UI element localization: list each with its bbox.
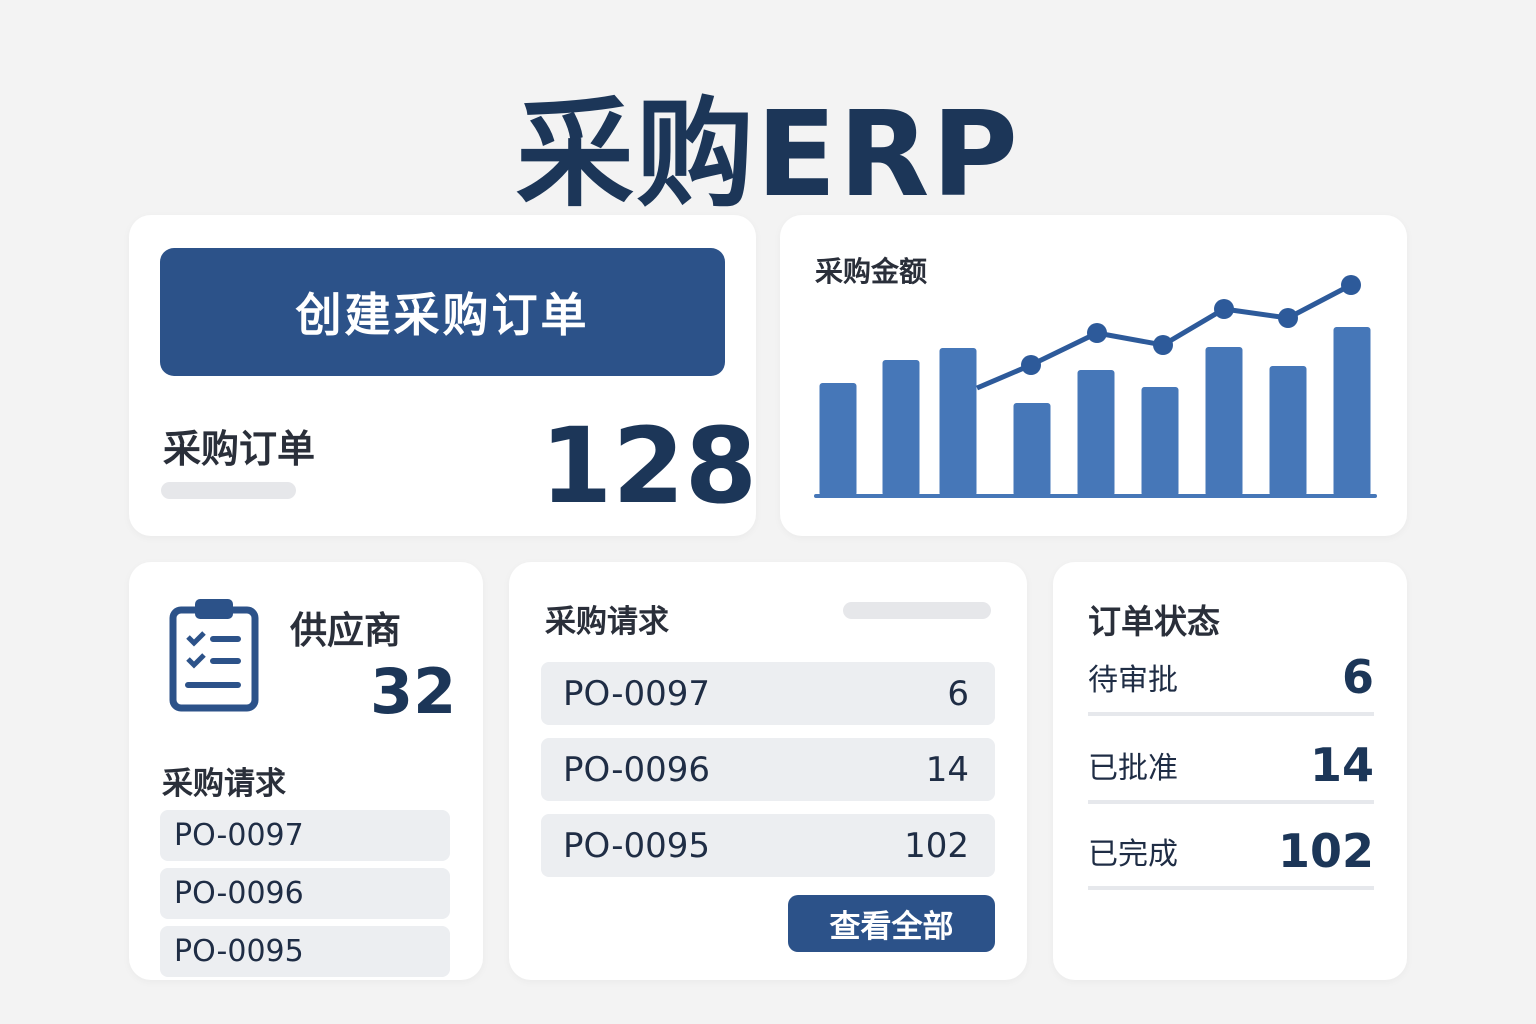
bar	[1269, 366, 1307, 496]
supplier-count: 32	[370, 655, 457, 728]
request-qty: 6	[947, 673, 969, 714]
page-title: 采购ERP	[516, 85, 1020, 223]
request-row[interactable]: PO-0097 6	[541, 662, 995, 725]
status-card	[1053, 562, 1407, 980]
bar	[939, 348, 977, 496]
request-id: PO-0096	[174, 876, 304, 911]
request-id: PO-0095	[174, 934, 304, 969]
status-row-approved: 已批准 14	[1088, 738, 1374, 804]
trend-point	[1087, 323, 1107, 343]
status-row-pending: 待审批 6	[1088, 650, 1374, 716]
bar	[1333, 327, 1371, 496]
status-label: 待审批	[1088, 663, 1178, 698]
status-value: 14	[1309, 738, 1374, 792]
orders-label: 采购订单	[163, 427, 316, 471]
bar	[882, 360, 920, 496]
request-id: PO-0097	[563, 673, 711, 714]
bar	[1077, 370, 1115, 496]
trend-point	[1153, 335, 1173, 355]
bar	[1013, 403, 1051, 496]
trend-point	[1341, 275, 1361, 295]
create-order-button[interactable]: 创建采购订单	[160, 248, 725, 376]
view-all-button[interactable]: 查看全部	[788, 895, 995, 952]
bar	[1141, 387, 1179, 496]
list-item[interactable]: PO-0095	[160, 926, 450, 977]
request-id: PO-0097	[174, 818, 304, 853]
list-item[interactable]: PO-0097	[160, 810, 450, 861]
requests-title: 采购请求	[545, 604, 669, 640]
clipboard-checklist-icon	[169, 599, 259, 712]
status-row-completed: 已完成 102	[1088, 824, 1374, 890]
status-label: 已完成	[1088, 837, 1178, 872]
request-id: PO-0095	[563, 825, 711, 866]
trend-point	[1278, 308, 1298, 328]
status-value: 6	[1341, 650, 1374, 704]
trend-point	[1214, 299, 1234, 319]
status-title: 订单状态	[1088, 602, 1220, 641]
bar	[819, 383, 857, 496]
chart-title: 采购金额	[815, 255, 928, 288]
orders-count: 128	[540, 405, 758, 527]
placeholder-bar	[161, 482, 296, 499]
request-qty: 14	[925, 749, 969, 790]
status-label: 已批准	[1088, 751, 1178, 786]
bar	[1205, 347, 1243, 496]
request-row[interactable]: PO-0095 102	[541, 814, 995, 877]
list-item[interactable]: PO-0096	[160, 868, 450, 919]
request-id: PO-0096	[563, 749, 711, 790]
status-value: 102	[1277, 824, 1374, 878]
supplier-label: 供应商	[290, 609, 401, 652]
baseline	[814, 494, 1377, 498]
request-row[interactable]: PO-0096 14	[541, 738, 995, 801]
requests-subtitle: 采购请求	[162, 766, 286, 802]
request-qty: 102	[904, 825, 969, 866]
trend-point	[1021, 355, 1041, 375]
placeholder-bar	[843, 602, 991, 619]
